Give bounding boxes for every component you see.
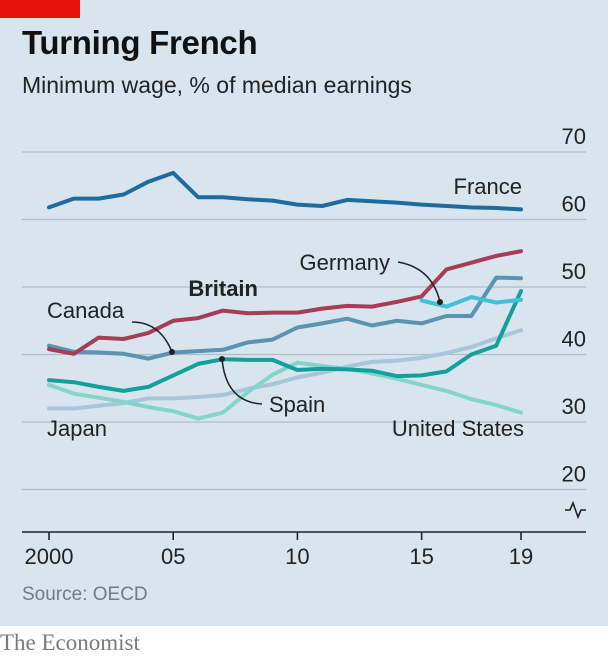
- series-label-france: France: [454, 174, 522, 199]
- series-line-germany: [419, 295, 523, 309]
- x-tick-label: 15: [409, 544, 433, 569]
- leader-line-britain: [131, 321, 173, 353]
- series-label-united-states: United States: [392, 416, 524, 441]
- x-axis: 2000 05 10 15 19: [22, 531, 586, 569]
- series-line-spain: [47, 289, 523, 393]
- brand-tag: [0, 0, 80, 18]
- y-tick-label: 50: [562, 259, 586, 284]
- y-axis: 20 30 40 50 60 70: [562, 124, 586, 520]
- annotations: [131, 261, 443, 405]
- source-note: Source: OECD: [22, 584, 148, 605]
- y-tick-label: 60: [562, 192, 586, 217]
- x-tick-label: 10: [285, 544, 309, 569]
- y-tick-label: 30: [562, 394, 586, 419]
- series-line-france: [47, 170, 523, 212]
- x-tick-label: 19: [509, 544, 533, 569]
- series-label-japan: Japan: [47, 416, 107, 441]
- line-chart: 20 30 40 50 60 70 2000 05 10 15 19 France Britain G…: [22, 124, 586, 569]
- chart-title: Turning French: [22, 24, 258, 61]
- series-label-britain: Britain: [188, 276, 258, 301]
- series-line-canada: [47, 275, 523, 361]
- series-line-united-states: [47, 360, 523, 421]
- y-tick-label: 20: [562, 462, 586, 487]
- leader-dot-germany: [437, 299, 443, 305]
- series-label-canada: Canada: [47, 298, 125, 323]
- series-label-spain: Spain: [269, 392, 325, 417]
- axis-break-symbol: [565, 500, 586, 520]
- leader-dot-spain: [219, 356, 225, 362]
- series-labels: France Britain Germany Canada Spain United St…: [47, 174, 524, 441]
- leader-line-germany: [397, 261, 441, 303]
- x-tick-label: 05: [161, 544, 185, 569]
- series-label-germany: Germany: [300, 250, 390, 275]
- y-tick-label: 40: [562, 327, 586, 352]
- brand-wordmark: The Economist: [0, 630, 140, 655]
- series-line-britain: [47, 249, 523, 356]
- leader-line-spain: [221, 358, 263, 405]
- series-lines: [47, 170, 523, 421]
- y-tick-label: 70: [562, 124, 586, 149]
- leader-dot-britain: [169, 349, 175, 355]
- chart-subtitle: Minimum wage, % of median earnings: [22, 72, 412, 98]
- x-tick-label: 2000: [25, 544, 74, 569]
